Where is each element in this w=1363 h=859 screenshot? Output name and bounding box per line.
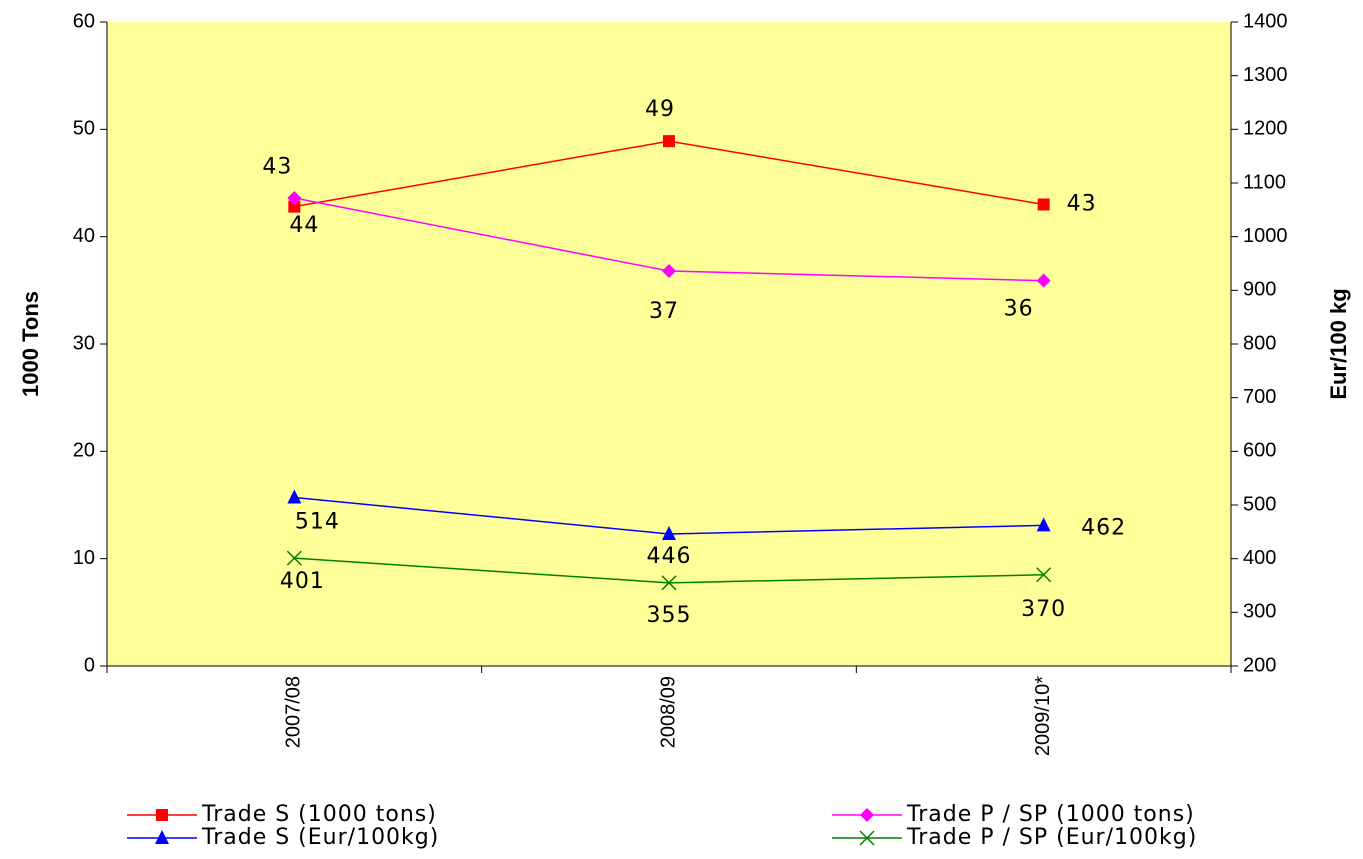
x-tick-label: 2007/08: [283, 676, 305, 748]
y2-tick-label: 1200: [1243, 118, 1288, 140]
marker: [286, 550, 302, 566]
marker: [287, 191, 302, 206]
y-axis-title: 1000 Tons: [18, 291, 43, 397]
y2-tick-label: 1000: [1243, 225, 1288, 247]
marker: [1036, 517, 1051, 532]
y2-tick-label: 600: [1243, 440, 1276, 462]
y2-tick-label: 300: [1243, 601, 1276, 623]
y2-tick-label: 700: [1243, 386, 1276, 408]
marker: [288, 200, 301, 213]
data-label: 462: [1081, 515, 1126, 540]
data-label: 355: [647, 603, 692, 628]
marker: [661, 575, 677, 591]
data-label: 514: [295, 509, 340, 534]
marker: [662, 264, 676, 279]
y2-tick-label: 1300: [1243, 64, 1288, 86]
y2-tick-label: 1100: [1243, 171, 1286, 193]
legend-label: Trade S (Eur/100kg): [201, 825, 439, 850]
marker: [662, 525, 676, 540]
marker: [287, 489, 302, 504]
data-label: 43: [262, 155, 292, 180]
data-label: 44: [289, 213, 319, 238]
x-tick-label: 2008/09: [657, 676, 679, 748]
data-label: 37: [649, 299, 679, 324]
marker: [859, 830, 875, 846]
y-tick-label: 10: [73, 547, 95, 569]
y2-tick-label: 200: [1243, 654, 1276, 676]
marker: [156, 809, 168, 821]
y2-axis-title: Eur/100 kg: [1326, 288, 1351, 399]
marker: [155, 830, 169, 844]
data-label: 446: [647, 544, 692, 569]
marker: [1036, 273, 1051, 288]
y2-tick-label: 800: [1243, 332, 1276, 354]
legend-label: Trade S (1000 tons): [201, 802, 437, 827]
y-tick-label: 20: [73, 440, 95, 462]
legend-label: Trade P / SP (1000 tons): [906, 802, 1195, 827]
marker: [663, 135, 675, 148]
data-label: 43: [1067, 191, 1097, 216]
y-tick-label: 50: [73, 118, 95, 140]
y2-tick-label: 1400: [1243, 10, 1288, 32]
y-tick-label: 0: [84, 654, 95, 676]
y2-tick-label: 500: [1243, 493, 1276, 515]
marker: [1036, 567, 1052, 583]
data-label: 36: [1004, 297, 1034, 322]
data-label: 370: [1021, 597, 1066, 622]
y-tick-label: 60: [73, 10, 95, 32]
marker: [1037, 198, 1050, 211]
data-label: 49: [645, 97, 675, 122]
legend-label: Trade P / SP (Eur/100kg): [906, 825, 1197, 850]
x-tick-label: 2009/10*: [1032, 676, 1054, 756]
data-label: 401: [280, 569, 325, 594]
y2-tick-label: 400: [1243, 547, 1276, 569]
y-tick-label: 30: [73, 332, 95, 354]
y-tick-label: 40: [73, 225, 95, 247]
y2-tick-label: 900: [1243, 279, 1276, 301]
marker: [860, 808, 874, 822]
